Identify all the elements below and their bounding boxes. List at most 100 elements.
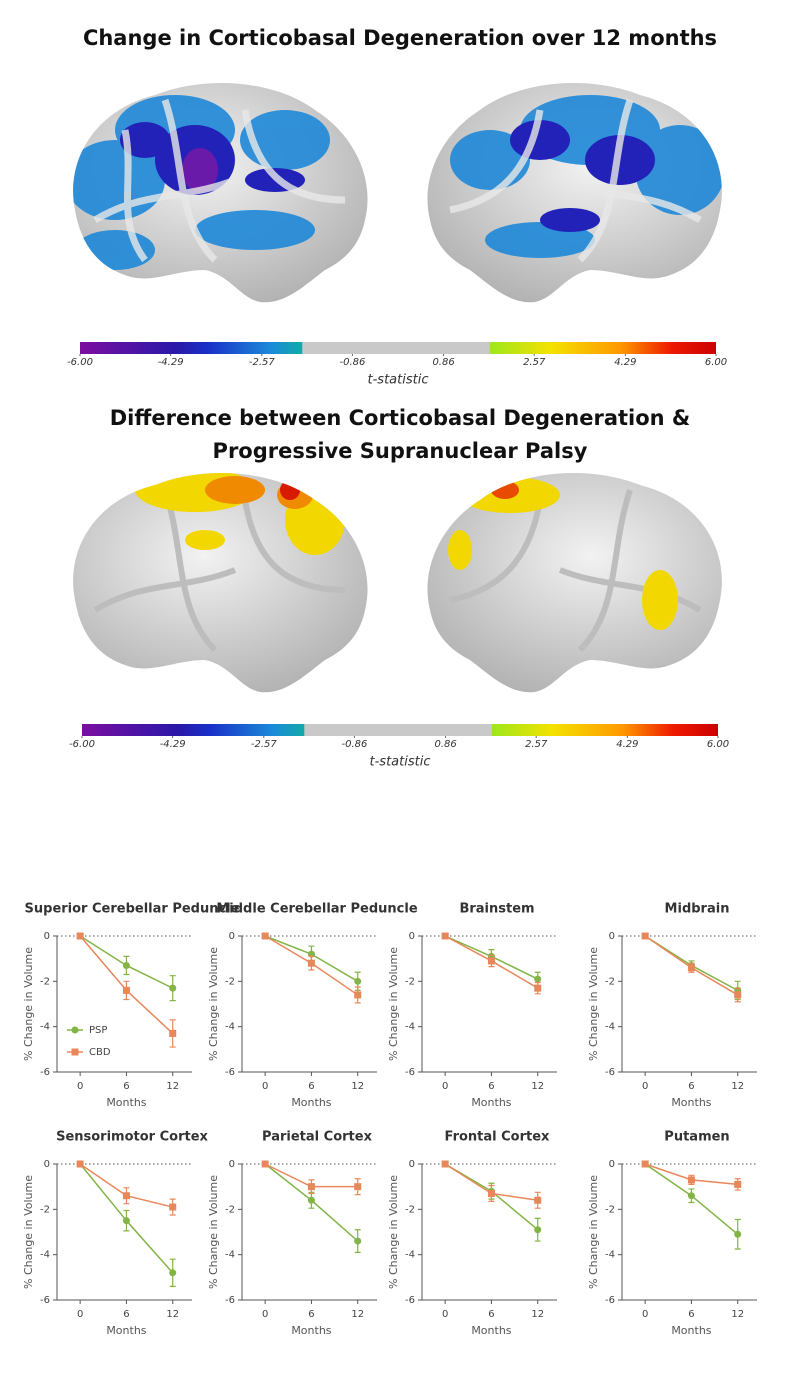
x-axis-label: Months	[106, 1096, 146, 1109]
marker	[734, 1230, 742, 1238]
y-tick-label: 0	[609, 1159, 615, 1170]
y-tick-label: 0	[409, 931, 415, 942]
y-tick-label: -4	[225, 1022, 235, 1033]
y-axis-label: % Change in Volume	[22, 947, 35, 1061]
marker	[122, 1192, 130, 1200]
chart-title: Midbrain	[665, 902, 730, 917]
chart-title: Parietal Cortex	[262, 1130, 373, 1145]
y-tick-label: -6	[405, 1067, 415, 1078]
colorbar-tick-label: -0.86	[341, 739, 367, 750]
y-tick-label: -2	[605, 1204, 615, 1215]
x-tick-label: 12	[351, 1309, 364, 1320]
marker	[307, 1196, 315, 1204]
x-tick-label: 12	[166, 1081, 179, 1092]
x-axis-label: Months	[471, 1096, 511, 1109]
marker	[487, 1189, 495, 1197]
y-tick-label: -4	[405, 1250, 415, 1261]
x-axis-label: Months	[291, 1096, 331, 1109]
colorbar-tick-label: 4.29	[616, 739, 638, 750]
panel-title: Change in Corticobasal Degeneration over…	[82, 26, 718, 50]
legend-label: CBD	[89, 1047, 111, 1058]
marker	[534, 1196, 542, 1204]
brain-image	[427, 83, 722, 303]
marker	[687, 1192, 695, 1200]
y-tick-label: -2	[405, 976, 415, 987]
chart-title: Brainstem	[459, 902, 534, 917]
x-tick-label: 6	[688, 1081, 694, 1092]
legend-marker	[71, 1048, 79, 1056]
y-tick-label: -2	[605, 976, 615, 987]
brain-image	[427, 473, 722, 693]
colorbar-tick-label: 2.57	[523, 357, 546, 368]
y-tick-label: 0	[229, 931, 235, 942]
y-tick-label: -4	[405, 1022, 415, 1033]
marker	[734, 1180, 742, 1188]
marker	[441, 932, 449, 940]
y-tick-label: -6	[40, 1067, 50, 1078]
y-tick-label: -4	[605, 1022, 615, 1033]
marker	[487, 957, 495, 965]
marker	[169, 1029, 177, 1037]
y-axis-label: % Change in Volume	[207, 1175, 220, 1289]
marker	[641, 932, 649, 940]
x-tick-label: 0	[642, 1309, 648, 1320]
x-tick-label: 6	[308, 1081, 314, 1092]
marker	[534, 975, 542, 983]
colorbar-tick-label: 6.00	[705, 357, 727, 368]
colorbar-label: t-statistic	[370, 755, 431, 770]
y-tick-label: -4	[605, 1250, 615, 1261]
x-tick-label: 12	[731, 1309, 744, 1320]
x-axis-label: Months	[291, 1324, 331, 1337]
marker	[169, 1203, 177, 1211]
x-tick-label: 0	[262, 1309, 268, 1320]
marker	[169, 1269, 177, 1277]
colorbar	[82, 724, 718, 736]
colorbar-tick-label: 0.86	[434, 739, 456, 750]
y-tick-label: -6	[225, 1067, 235, 1078]
colorbar-tick-label: -0.86	[339, 357, 365, 368]
colorbar	[80, 342, 716, 354]
y-tick-label: -6	[605, 1067, 615, 1078]
marker	[534, 984, 542, 992]
y-tick-label: 0	[44, 1159, 50, 1170]
marker	[307, 959, 315, 967]
x-tick-label: 6	[308, 1309, 314, 1320]
marker	[441, 1160, 449, 1168]
y-axis-label: % Change in Volume	[587, 1175, 600, 1289]
marker	[261, 1160, 269, 1168]
y-tick-label: -2	[225, 976, 235, 987]
y-tick-label: -6	[225, 1295, 235, 1306]
x-tick-label: 6	[488, 1309, 494, 1320]
x-tick-label: 12	[166, 1309, 179, 1320]
colorbar-label: t-statistic	[368, 373, 429, 388]
x-axis-label: Months	[671, 1324, 711, 1337]
y-tick-label: -2	[40, 1204, 50, 1215]
x-tick-label: 0	[642, 1081, 648, 1092]
y-axis-label: % Change in Volume	[587, 947, 600, 1061]
colorbar-tick-label: -2.57	[251, 739, 278, 750]
x-tick-label: 0	[442, 1309, 448, 1320]
legend-marker	[71, 1026, 79, 1034]
marker	[122, 1217, 130, 1225]
x-tick-label: 12	[531, 1081, 544, 1092]
chart-title: Middle Cerebellar Peduncle	[216, 902, 417, 917]
colorbar-tick-label: -4.29	[160, 739, 186, 750]
marker	[734, 991, 742, 999]
marker	[687, 1176, 695, 1184]
x-tick-label: 0	[77, 1081, 83, 1092]
x-tick-label: 0	[442, 1081, 448, 1092]
x-tick-label: 6	[123, 1081, 129, 1092]
x-tick-label: 12	[731, 1081, 744, 1092]
y-tick-label: -2	[405, 1204, 415, 1215]
chart-title: Putamen	[664, 1130, 729, 1145]
legend-label: PSP	[89, 1025, 107, 1036]
marker	[354, 977, 362, 985]
y-tick-label: -2	[225, 1204, 235, 1215]
x-axis-label: Months	[671, 1096, 711, 1109]
x-axis-label: Months	[471, 1324, 511, 1337]
x-axis-label: Months	[106, 1324, 146, 1337]
marker	[307, 1183, 315, 1191]
y-axis-label: % Change in Volume	[22, 1175, 35, 1289]
y-tick-label: -6	[405, 1295, 415, 1306]
marker	[169, 984, 177, 992]
